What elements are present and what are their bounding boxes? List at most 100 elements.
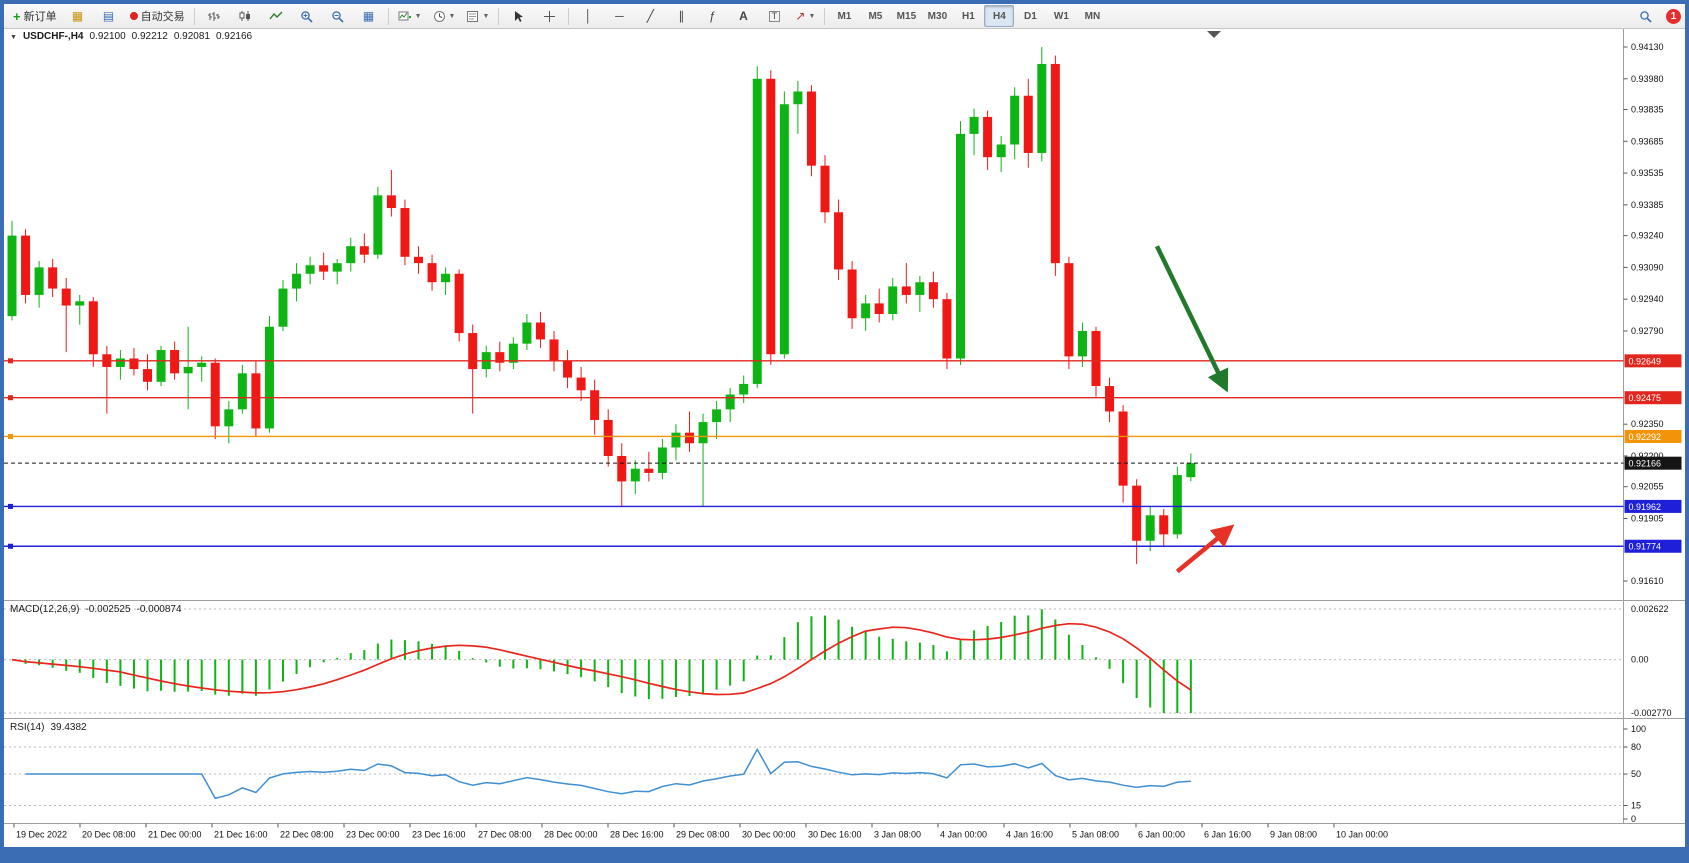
line-chart-button[interactable] (261, 5, 291, 27)
support-line-2-handle[interactable] (8, 543, 13, 549)
bar-chart-icon (207, 12, 220, 21)
search-button[interactable] (1630, 5, 1660, 27)
rsi-label: RSI(14) (10, 722, 45, 733)
candle (183, 326, 193, 410)
market-watch-button[interactable]: ▤ (94, 5, 124, 27)
candle (752, 66, 762, 389)
new-order-button[interactable]: + 新订单 (8, 5, 62, 27)
trendline-icon: ╱ (646, 9, 655, 23)
candle (576, 366, 586, 401)
channel-tool-button[interactable]: ∥ (666, 5, 696, 27)
charts-window-button[interactable]: ▦ (63, 5, 93, 27)
one-click-collapse-icon[interactable]: ▼ (10, 34, 17, 41)
macd-main-value: -0.002525 (85, 604, 131, 615)
candle (657, 439, 667, 480)
vertical-line-icon: │ (584, 9, 593, 23)
rsi-scale: 100 80 50 15 0 (4, 724, 1646, 824)
down-trend-arrow[interactable] (1154, 245, 1229, 393)
rsi-scale-label: 50 (1631, 769, 1641, 779)
candle (210, 358, 220, 440)
timeframe-button-m15[interactable]: M15 (896, 10, 917, 22)
toolbar-separator (387, 7, 389, 25)
support-line-1-handle[interactable] (8, 503, 13, 509)
candlestick-icon (239, 11, 250, 21)
chart-canvas[interactable]: 0.94130 0.93980 0.93835 0.93685 0.93535 0.933… (4, 29, 1685, 848)
dropdown-caret-icon: ▼ (808, 12, 816, 20)
fibonacci-tool-button[interactable]: ƒ (697, 5, 727, 27)
candle (793, 80, 803, 134)
pivot-line-handle[interactable] (8, 433, 13, 439)
candle (319, 252, 329, 281)
candle (1050, 55, 1060, 276)
new-chart-button[interactable]: ▼ (393, 5, 427, 27)
candle (305, 256, 315, 285)
arrows-tool-button[interactable]: ↗ ▼ (790, 5, 820, 27)
candles (7, 47, 1196, 565)
candlestick-chart-button[interactable] (230, 5, 260, 27)
candle (75, 294, 85, 325)
rsi-scale-label: 80 (1631, 742, 1641, 752)
candle (251, 360, 261, 437)
high-value: 0.92212 (131, 31, 168, 42)
candle (874, 288, 884, 323)
price-tick-label: 0.91905 (1631, 513, 1664, 523)
autotrading-button[interactable]: 自动交易 (125, 5, 190, 27)
resistance-line-1-handle[interactable] (8, 358, 13, 364)
zoom-in-button[interactable] (292, 5, 322, 27)
timeframe-button-w1[interactable]: W1 (1053, 10, 1069, 22)
templates-button[interactable]: ▼ (461, 5, 494, 27)
zoom-out-button[interactable] (323, 5, 353, 27)
time-label: 6 Jan 16:00 (1204, 830, 1251, 840)
rsi-panel-title: RSI(14) 39.4382 (10, 722, 87, 733)
market-watch-icon: ▤ (102, 9, 115, 23)
price-tick-label: 0.92940 (1631, 294, 1664, 304)
new-order-label: 新订单 (23, 11, 57, 23)
crosshair-button[interactable] (534, 5, 564, 27)
price-tick-label: 0.93835 (1631, 105, 1664, 115)
macd-scale: 0.002622 0.00 -0.002770 (4, 604, 1672, 718)
toolbar: + 新订单 ▦ ▤ 自动交易 ▦ (4, 4, 1685, 29)
tile-windows-button[interactable]: ▦ (354, 5, 384, 27)
vertical-line-tool-button[interactable]: │ (573, 5, 603, 27)
symbol-info: ▼ USDCHF-,H4 0.92100 0.92212 0.92081 0.9… (10, 31, 252, 42)
price-scale[interactable]: 0.94130 0.93980 0.93835 0.93685 0.93535 0.933… (1623, 42, 1664, 586)
timeframe-button-m30[interactable]: M30 (927, 10, 948, 22)
horizontal-line-tool-button[interactable]: ─ (604, 5, 634, 27)
line-chart-icon (269, 11, 283, 20)
candle (292, 263, 302, 302)
timeframe-button-h1[interactable]: H1 (962, 10, 975, 22)
periodicity-button[interactable]: ▼ (428, 5, 461, 27)
price-tick-label: 0.92055 (1631, 482, 1664, 492)
cursor-button[interactable] (503, 5, 533, 27)
time-label: 27 Dec 08:00 (478, 830, 532, 840)
timeframe-button-h4[interactable]: H4 (984, 5, 1015, 27)
clock-icon (433, 10, 445, 22)
candle (685, 411, 694, 452)
text-icon: A (739, 9, 748, 23)
text-tool-button[interactable]: A (728, 5, 758, 27)
resistance-line-2-handle[interactable] (8, 395, 13, 401)
text-label-tool-button[interactable]: T (759, 5, 789, 27)
candle (712, 400, 722, 440)
timeframe-button-d1[interactable]: D1 (1024, 10, 1037, 22)
toolbar-separator (498, 7, 500, 25)
timeframe-button-m1[interactable]: M1 (837, 10, 852, 22)
notification-badge[interactable]: 1 (1666, 8, 1681, 24)
time-label: 10 Jan 00:00 (1336, 830, 1388, 840)
bounce-up-arrow[interactable] (1175, 524, 1235, 574)
time-label: 22 Dec 08:00 (280, 830, 334, 840)
timeframe-button-m5[interactable]: M5 (868, 10, 883, 22)
price-tick-label: 0.93385 (1631, 200, 1664, 210)
bar-chart-button[interactable] (199, 5, 229, 27)
time-scale[interactable]: 19 Dec 2022 20 Dec 08:00 21 Dec 00:00 21 De… (13, 823, 1388, 840)
macd-label: MACD(12,26,9) (10, 604, 80, 615)
timeframe-button-mn[interactable]: MN (1084, 10, 1101, 22)
chart-shift-marker[interactable] (1207, 31, 1221, 38)
svg-text:0.92166: 0.92166 (1629, 459, 1662, 469)
rsi-scale-label: 100 (1631, 724, 1646, 734)
trendline-tool-button[interactable]: ╱ (635, 5, 665, 27)
price-tick-label: 0.93090 (1631, 262, 1664, 272)
candle (237, 364, 247, 414)
candle (278, 280, 288, 331)
price-tick-label: 0.91610 (1631, 576, 1664, 586)
